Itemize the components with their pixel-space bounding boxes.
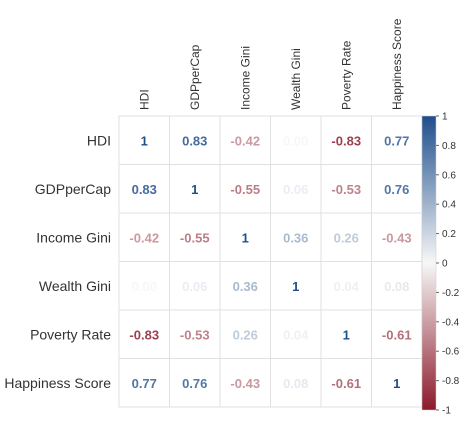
colorbar-tick-label: 0.8 bbox=[442, 141, 456, 152]
cell-value-label: 0.76 bbox=[182, 376, 207, 391]
cell-value-label: 1 bbox=[141, 133, 148, 148]
cell-value-label: 0.26 bbox=[334, 230, 359, 245]
cell-value-label: -0.83 bbox=[129, 327, 159, 342]
heatmap-cell bbox=[320, 309, 372, 359]
cell-value-label: -0.53 bbox=[331, 182, 361, 197]
cell-value-label: 1 bbox=[393, 376, 400, 391]
cell-value-label: 0.06 bbox=[182, 279, 207, 294]
heatmap-cell bbox=[219, 261, 271, 311]
heatmap-cell bbox=[118, 115, 170, 165]
heatmap-cell bbox=[320, 358, 372, 408]
row-label: Wealth Gini bbox=[39, 278, 111, 294]
colorbar-tick-label: -0.8 bbox=[442, 376, 460, 387]
heatmap-cell bbox=[371, 164, 423, 214]
cell-value-label: 0.04 bbox=[334, 279, 360, 294]
heatmap-cell bbox=[320, 261, 372, 311]
colorbar-tick-label: 1 bbox=[442, 112, 448, 123]
colorbar-tick-label: 0.2 bbox=[442, 229, 456, 240]
heatmap-values: 1 0.83 -0.42 0.00 -0.83 0.77 0.83 1 -0.55 0.06 -0.… bbox=[129, 133, 411, 391]
heatmap-cell bbox=[320, 212, 372, 262]
row-label: HDI bbox=[87, 132, 111, 148]
colorbar-tick-label: -0.2 bbox=[442, 288, 460, 299]
cell-value-label: -0.55 bbox=[230, 182, 260, 197]
column-label: GDPperCap bbox=[188, 44, 202, 110]
heatmap-cell bbox=[270, 309, 322, 359]
cell-value-label: -0.43 bbox=[230, 376, 260, 391]
heatmap-cell bbox=[169, 212, 221, 262]
colorbar-gradient bbox=[421, 115, 437, 411]
cell-value-label: 0.36 bbox=[283, 230, 308, 245]
cell-value-label: 0.06 bbox=[283, 182, 308, 197]
column-label: Wealth Gini bbox=[289, 48, 303, 110]
heatmap-cell bbox=[169, 115, 221, 165]
colorbar-tick-label: 0 bbox=[442, 259, 448, 270]
heatmap-cells bbox=[118, 115, 423, 408]
heatmap-cell bbox=[371, 115, 423, 165]
heatmap-cell bbox=[270, 261, 322, 311]
heatmap-cell bbox=[118, 261, 170, 311]
column-label: Poverty Rate bbox=[339, 40, 353, 110]
heatmap-cell bbox=[118, 358, 170, 408]
cell-value-label: 1 bbox=[191, 182, 198, 197]
colorbar: 1 0.8 0.6 0.4 0.2 0 -0.2 -0.4 -0.6 -0.8 -1 bbox=[421, 112, 460, 417]
heatmap-cell bbox=[270, 358, 322, 408]
colorbar-tick-label: -1 bbox=[442, 406, 451, 417]
heatmap-cell bbox=[270, 164, 322, 214]
heatmap-cell bbox=[219, 309, 271, 359]
cell-value-label: 0.08 bbox=[384, 279, 409, 294]
cell-value-label: 1 bbox=[292, 279, 299, 294]
row-label: Happiness Score bbox=[4, 375, 111, 391]
colorbar-tick-label: 0.6 bbox=[442, 170, 456, 181]
cell-value-label: 0.77 bbox=[132, 376, 157, 391]
heatmap-cell bbox=[169, 164, 221, 214]
heatmap-cell bbox=[219, 115, 271, 165]
column-label: HDI bbox=[137, 89, 151, 110]
cell-value-label: -0.83 bbox=[331, 133, 361, 148]
row-labels: HDI GDPperCap Income Gini Wealth Gini Povert… bbox=[4, 132, 111, 391]
cell-value-label: 0.36 bbox=[233, 279, 258, 294]
heatmap-cell bbox=[169, 261, 221, 311]
row-label: Income Gini bbox=[36, 229, 111, 245]
row-label: GDPperCap bbox=[35, 181, 111, 197]
cell-value-label: 0.76 bbox=[384, 182, 409, 197]
row-label: Poverty Rate bbox=[30, 326, 111, 342]
cell-value-label: 1 bbox=[242, 230, 249, 245]
cell-value-label: 0.00 bbox=[283, 133, 308, 148]
column-label: Happiness Score bbox=[390, 18, 404, 110]
heatmap-cell bbox=[371, 212, 423, 262]
colorbar-tick-label: -0.6 bbox=[442, 347, 460, 358]
colorbar-tick-label: -0.4 bbox=[442, 317, 460, 328]
cell-value-label: 1 bbox=[343, 327, 350, 342]
cell-value-label: -0.55 bbox=[180, 230, 210, 245]
column-labels: HDI GDPperCap Income Gini Wealth Gini Povert… bbox=[137, 18, 404, 110]
heatmap-cell bbox=[371, 358, 423, 408]
cell-value-label: 0.26 bbox=[233, 327, 258, 342]
cell-value-label: -0.53 bbox=[180, 327, 210, 342]
cell-value-label: -0.43 bbox=[382, 230, 412, 245]
column-label: Income Gini bbox=[238, 46, 252, 110]
cell-value-label: 0.83 bbox=[182, 133, 207, 148]
cell-value-label: -0.61 bbox=[331, 376, 361, 391]
cell-value-label: 0.04 bbox=[283, 327, 309, 342]
cell-value-label: 0.08 bbox=[283, 376, 308, 391]
cell-value-label: 0.83 bbox=[132, 182, 157, 197]
colorbar-tick-label: 0.4 bbox=[442, 200, 456, 211]
heatmap-cell bbox=[270, 212, 322, 262]
cell-value-label: -0.61 bbox=[382, 327, 412, 342]
cell-value-label: -0.42 bbox=[230, 133, 260, 148]
cell-value-label: 0.00 bbox=[132, 279, 157, 294]
cell-value-label: -0.42 bbox=[129, 230, 159, 245]
cell-value-label: 0.77 bbox=[384, 133, 409, 148]
